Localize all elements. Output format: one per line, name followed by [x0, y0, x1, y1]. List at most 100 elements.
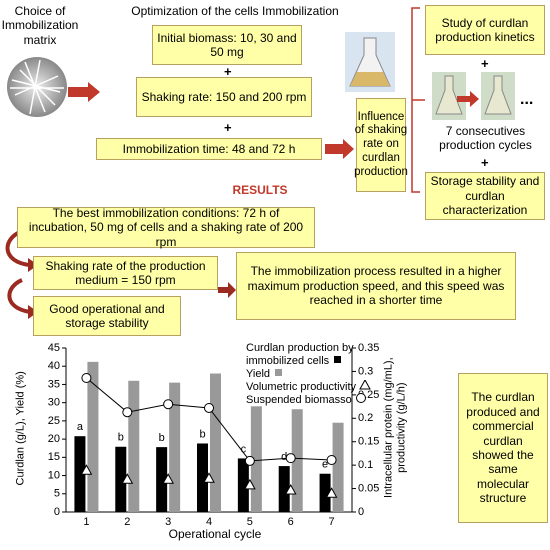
x-tick-label: 7	[329, 516, 335, 528]
legend-swatch	[359, 379, 371, 390]
chart: 05101520253035404500.050.10.150.20.250.3…	[48, 342, 380, 528]
legend-label: Yield	[246, 368, 271, 381]
plus: +	[224, 64, 232, 79]
y-tick-label: 45	[48, 342, 60, 354]
legend-entry: Suspended biomasso	[246, 393, 386, 406]
marker	[244, 455, 255, 466]
plus: +	[224, 120, 232, 135]
y-tick-label: 20	[48, 433, 60, 445]
x-tick-label: 3	[165, 516, 171, 528]
marker	[284, 483, 297, 495]
y-tick-label: 30	[48, 397, 60, 409]
bar	[197, 443, 208, 512]
curved-arrow	[5, 230, 31, 267]
marker	[244, 478, 256, 490]
legend-entry: Volumetric productivity	[246, 379, 386, 393]
legend-label: Curdlan production by immobilized cells	[246, 342, 354, 368]
y2-tick-label: 0.2	[358, 412, 373, 424]
x-tick-label: 1	[83, 516, 89, 528]
results-heading: RESULTS	[232, 183, 288, 197]
marker	[163, 399, 174, 410]
y2-tick-label: 0.3	[358, 365, 373, 377]
legend-swatch	[334, 356, 342, 364]
bar	[115, 446, 127, 512]
bar-annotation: b	[159, 432, 165, 444]
bar	[128, 380, 140, 512]
bar-annotation: c	[241, 443, 247, 455]
marker	[285, 453, 296, 464]
legend-swatch	[355, 393, 366, 404]
result-box: The curdlan produced and commercial curd…	[458, 373, 548, 523]
flask-image	[345, 32, 395, 92]
plus: +	[481, 155, 489, 170]
y-tick-label: 0	[54, 506, 60, 518]
bar	[156, 447, 168, 512]
arrow	[218, 282, 236, 298]
legend-entry: Curdlan production by immobilized cells	[246, 342, 386, 367]
legend-swatch-rect	[334, 356, 342, 364]
arrow	[68, 82, 100, 102]
y-tick-label: 35	[48, 378, 60, 390]
y2-tick-label: 0.1	[358, 459, 373, 471]
marker	[121, 473, 134, 484]
step-box: Initial biomass: 10, 30 and 50 mg	[152, 25, 302, 65]
plus: +	[481, 56, 489, 71]
bar	[250, 406, 262, 512]
step-box: Immobilization time: 48 and 72 h	[96, 138, 322, 160]
x-tick-label: 6	[288, 516, 294, 528]
marker	[81, 372, 92, 383]
cycle-images	[432, 72, 515, 120]
bar-annotation: a	[77, 421, 84, 433]
y-tick-label: 25	[48, 415, 60, 427]
bar	[278, 466, 290, 512]
bar	[169, 382, 181, 512]
marker	[162, 473, 174, 484]
y-tick-label: 5	[54, 488, 60, 500]
bracket	[411, 7, 425, 193]
result-box: Good operational and storage stability	[33, 296, 181, 336]
y2-tick-label: 0.15	[358, 436, 379, 448]
y-tick-label: 40	[48, 360, 60, 372]
bar	[87, 361, 99, 512]
marker	[80, 464, 93, 475]
bar	[237, 458, 249, 512]
storage-box: Storage stability and curdlan characteri…	[425, 172, 545, 220]
y2-axis-label: Intracellular protein (mg/mL), productiv…	[382, 357, 407, 498]
step-box: Shaking rate: 150 and 200 rpm	[136, 77, 312, 117]
bar	[332, 422, 344, 512]
y-tick-label: 15	[48, 451, 60, 463]
curved-arrow	[7, 278, 31, 314]
marker	[359, 379, 371, 390]
y-axis-label: Curdlan (g/L), Yield (%)	[14, 371, 27, 486]
bar	[319, 473, 331, 512]
bar	[210, 373, 221, 512]
legend-label: Suspended biomasso	[246, 394, 352, 407]
marker	[203, 472, 215, 483]
y2-tick-label: 0.35	[358, 342, 379, 354]
x-tick-label: 2	[124, 516, 130, 528]
bar-annotation: d	[281, 451, 287, 463]
x-axis-label: Operational cycle	[168, 527, 262, 541]
result-box: The best immobilization conditions: 72 h…	[17, 206, 315, 249]
marker	[122, 407, 133, 418]
legend-swatch	[275, 369, 283, 377]
bar-annotation: b	[118, 432, 124, 444]
result-box: Shaking rate of the production medium = …	[33, 256, 218, 290]
bar-annotation: e	[322, 459, 328, 471]
x-tick-label: 5	[247, 516, 253, 528]
legend: Curdlan production by immobilized cells Y…	[246, 342, 386, 406]
arrow	[325, 139, 354, 159]
matrix-image	[7, 57, 67, 117]
marker	[325, 487, 338, 498]
bar	[74, 436, 86, 512]
y-tick-label: 10	[48, 469, 60, 481]
x-tick-label: 4	[206, 516, 212, 528]
kinetics-box: Study of curdlan production kinetics	[425, 5, 545, 55]
marker	[355, 393, 366, 404]
optimization-title: Optimization of the cells Immobilization	[131, 4, 339, 18]
result-box: The immobilization process resulted in a…	[236, 252, 516, 320]
legend-entry: Yield	[246, 367, 386, 380]
ellipsis: ...	[520, 91, 534, 108]
